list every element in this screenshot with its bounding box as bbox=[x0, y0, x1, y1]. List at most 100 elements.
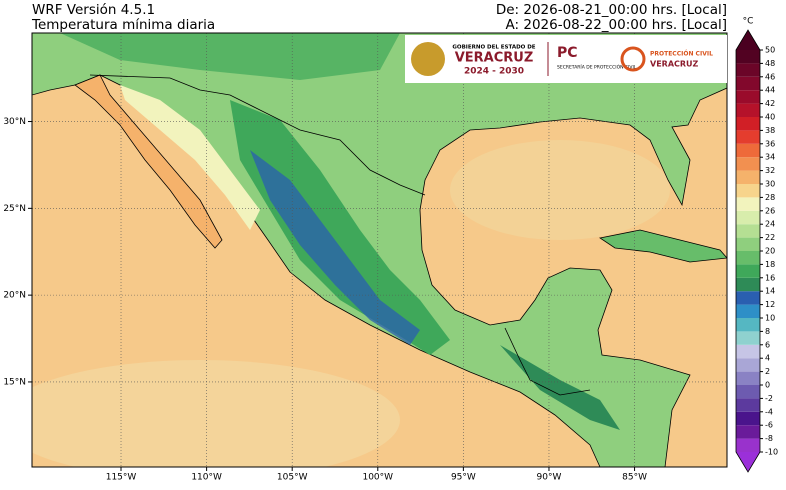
logo-text: PC bbox=[557, 45, 578, 61]
colorbar-label: -10 bbox=[765, 448, 778, 457]
colorbar-label: 24 bbox=[765, 220, 775, 229]
border bbox=[504, 327, 591, 396]
colorbar-bin bbox=[736, 277, 760, 292]
us-southwest bbox=[60, 33, 400, 80]
colorbar-bin bbox=[736, 224, 760, 238]
date-from: De: 2026-08-21_00:00 hrs. [Local] bbox=[496, 2, 727, 18]
lon-label: 100°W bbox=[362, 473, 393, 483]
colorbar-label: 38 bbox=[765, 126, 775, 135]
colorbar-label: 8 bbox=[765, 327, 770, 336]
colorbar: -10-8-6-4-202468101214161820222426283032… bbox=[735, 29, 778, 473]
colorbar-label: 30 bbox=[765, 180, 775, 189]
colorbar-label: 36 bbox=[765, 139, 775, 148]
logo-text: SECRETARÍA DE PROTECCIÓN CIVIL bbox=[557, 64, 637, 71]
baja-california bbox=[74, 74, 223, 249]
colorbar-label: 20 bbox=[765, 247, 775, 256]
colorbar-label: -4 bbox=[765, 407, 773, 416]
logo-text: 2024 - 2030 bbox=[464, 67, 524, 77]
colorbar-bin bbox=[736, 318, 760, 332]
colorbar-bin bbox=[736, 411, 760, 426]
colorbar-bin bbox=[736, 438, 760, 452]
lon-label: 110°W bbox=[191, 473, 222, 483]
colorbar-unit: °C bbox=[743, 17, 754, 27]
lat-label: 15°N bbox=[3, 377, 26, 387]
lat-label: 20°N bbox=[3, 291, 26, 301]
gulf-shade bbox=[450, 140, 670, 240]
colorbar-bin bbox=[736, 331, 760, 345]
colorbar-label: 50 bbox=[765, 46, 775, 55]
colorbar-bin bbox=[736, 344, 760, 359]
logo-text: VERACRUZ bbox=[650, 60, 699, 69]
colorbar-bin bbox=[736, 50, 760, 64]
lon-label: 90°W bbox=[537, 473, 562, 483]
colorbar-bin bbox=[736, 210, 760, 225]
colorbar-label: 26 bbox=[765, 206, 775, 215]
lon-label: 95°W bbox=[451, 473, 476, 483]
colorbar-bin bbox=[736, 157, 760, 171]
colorbar-label: 42 bbox=[765, 99, 775, 108]
logo-background bbox=[405, 35, 727, 83]
colorbar-bin bbox=[736, 264, 760, 278]
model-label: WRF Versión 4.5.1 bbox=[32, 2, 155, 18]
colorbar-label: 32 bbox=[765, 166, 775, 175]
colorbar-bin bbox=[736, 130, 760, 144]
colorbar-bin bbox=[736, 117, 760, 131]
lat-label: 30°N bbox=[3, 117, 26, 127]
colorbar-bin bbox=[736, 385, 760, 399]
colorbar-bin bbox=[736, 237, 760, 251]
colorbar-label: 4 bbox=[765, 354, 770, 363]
colorbar-bin bbox=[736, 103, 760, 117]
colorbar-label: 40 bbox=[765, 113, 775, 122]
lon-label: 115°W bbox=[106, 473, 137, 483]
colorbar-label: 22 bbox=[765, 233, 775, 242]
cuba bbox=[598, 229, 727, 263]
colorbar-label: 10 bbox=[765, 314, 775, 323]
highlands-cold bbox=[250, 150, 420, 345]
logo-text: GOBIERNO DEL ESTADO DE bbox=[452, 45, 535, 51]
colorbar-label: 0 bbox=[765, 381, 770, 390]
colorbar-bin bbox=[736, 197, 760, 211]
colorbar-over bbox=[736, 30, 760, 50]
logo-text: PROTECCIÓN CIVIL bbox=[650, 51, 713, 58]
colorbar-label: 6 bbox=[765, 340, 770, 349]
colorbar-label: 16 bbox=[765, 273, 775, 282]
colorbar-label: -6 bbox=[765, 421, 773, 430]
graticule bbox=[32, 33, 727, 467]
map-area bbox=[32, 33, 727, 467]
colorbar-bin bbox=[736, 170, 760, 184]
colorbar-bin bbox=[736, 291, 760, 305]
colorbar-label: 46 bbox=[765, 72, 775, 81]
colorbar-bin bbox=[736, 184, 760, 198]
ocean-shade bbox=[32, 360, 400, 467]
colorbar-label: 44 bbox=[765, 86, 775, 95]
colorbar-label: 48 bbox=[765, 59, 775, 68]
colorbar-bin bbox=[736, 76, 760, 91]
lat-label: 25°N bbox=[3, 204, 26, 214]
coat-of-arms bbox=[411, 42, 445, 76]
colorbar-label: 28 bbox=[765, 193, 775, 202]
colorbar-bin bbox=[736, 90, 760, 104]
colorbar-label: -2 bbox=[765, 394, 773, 403]
date-to: A: 2026-08-22_00:00 hrs. [Local] bbox=[506, 17, 727, 33]
colorbar-bin bbox=[736, 425, 760, 439]
guatemala-highlands bbox=[500, 345, 620, 430]
border bbox=[89, 74, 426, 196]
lon-label: 105°W bbox=[277, 473, 308, 483]
map-title: Temperatura mínima diaria bbox=[31, 17, 215, 33]
logo-panel: GOBIERNO DEL ESTADO DE VERACRUZ 2024 - 2… bbox=[405, 35, 727, 83]
colorbar-label: 34 bbox=[765, 153, 775, 162]
colorbar-bin bbox=[736, 251, 760, 265]
pc-emblem bbox=[620, 46, 646, 72]
logo-text: VERACRUZ bbox=[455, 51, 534, 66]
colorbar-label: 12 bbox=[765, 300, 775, 309]
colorbar-bin bbox=[736, 304, 760, 318]
colorbar-under bbox=[736, 452, 760, 472]
map-frame bbox=[31, 32, 728, 468]
colorbar-label: -8 bbox=[765, 434, 773, 443]
colorbar-bin bbox=[736, 143, 760, 158]
colorbar-label: 2 bbox=[765, 367, 770, 376]
colorbar-label: 14 bbox=[765, 287, 775, 296]
colorbar-label: 18 bbox=[765, 260, 775, 269]
